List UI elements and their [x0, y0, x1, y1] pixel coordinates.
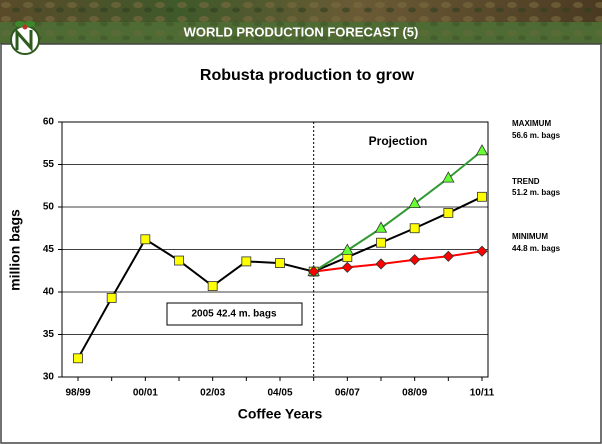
marker	[140, 234, 151, 245]
header-texture	[0, 0, 602, 22]
marker	[476, 245, 488, 257]
x-tick-label: 04/05	[267, 388, 292, 399]
marker	[408, 196, 421, 209]
x-tick-label: 08/09	[402, 388, 427, 399]
slide-border	[0, 43, 602, 444]
x-tick-label: 10/11	[470, 388, 495, 399]
marker	[73, 353, 83, 364]
y-tick-label: 55	[43, 159, 55, 170]
marker	[376, 237, 386, 248]
x-axis-label: Coffee Years	[238, 406, 323, 422]
marker	[375, 258, 387, 270]
x-tick-label: 06/07	[335, 388, 360, 399]
marker	[443, 208, 454, 218]
marker	[308, 266, 320, 278]
annotation: 44.8 m. bags	[512, 244, 561, 253]
marker	[477, 191, 487, 202]
marker	[207, 281, 218, 291]
annotation: MINIMUM	[512, 232, 548, 241]
y-tick-label: 60	[43, 117, 55, 128]
chart-title: Robusta production to grow	[200, 67, 415, 84]
annotation-box	[166, 302, 303, 326]
x-tick-label: 00/01	[133, 388, 158, 399]
marker	[409, 223, 420, 234]
annotation: 56.6 m. bags	[512, 131, 561, 140]
series-line	[313, 250, 483, 273]
logo	[10, 21, 40, 55]
y-tick-label: 30	[43, 372, 55, 383]
marker	[475, 144, 489, 156]
marker	[409, 254, 421, 266]
annotation: MAXIMUM	[512, 119, 551, 128]
marker	[442, 250, 454, 262]
annotation: Projection	[369, 134, 428, 148]
marker	[341, 243, 354, 255]
y-tick-label: 50	[43, 202, 55, 213]
marker	[174, 255, 184, 266]
x-tick-label: 02/03	[200, 388, 225, 399]
y-tick-label: 45	[43, 244, 55, 255]
marker	[341, 261, 353, 273]
annotation: 2005 42.4 m. bags	[191, 309, 276, 320]
marker	[275, 258, 285, 269]
y-tick-label: 40	[43, 287, 55, 298]
y-tick-label: 35	[43, 329, 55, 340]
y-axis-label: million bags	[7, 209, 23, 291]
marker	[442, 171, 455, 183]
marker	[106, 293, 117, 303]
title-texture	[0, 22, 602, 44]
marker	[241, 256, 252, 267]
marker	[374, 221, 388, 233]
annotation: TREND	[512, 177, 540, 186]
header-title: WORLD PRODUCTION FORECAST (5)	[184, 24, 419, 39]
annotation: 51.2 m. bags	[512, 188, 561, 197]
x-tick-label: 98/99	[65, 388, 90, 399]
